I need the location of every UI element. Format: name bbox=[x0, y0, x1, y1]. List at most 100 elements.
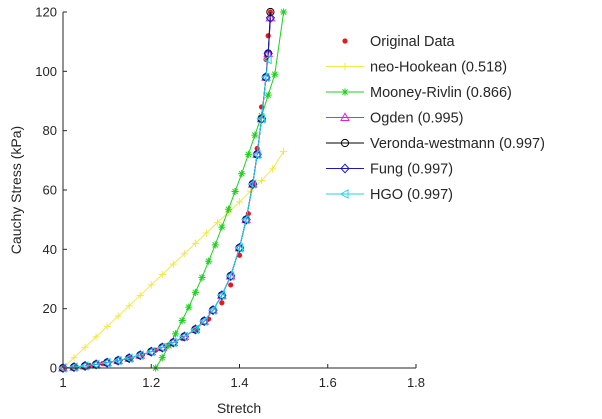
data-point-ogden bbox=[199, 315, 210, 325]
data-point-fung bbox=[265, 12, 276, 23]
data-point-mooney-rivlin bbox=[238, 170, 246, 178]
legend-label-neo-hookean: neo-Hookean (0.518) bbox=[370, 60, 507, 76]
data-point-mooney-rivlin bbox=[178, 316, 186, 325]
data-point-neo-hookean bbox=[147, 281, 155, 289]
legend-marker-hgo bbox=[339, 189, 349, 199]
legend-label-original-data: Original Data bbox=[370, 34, 456, 50]
series-line-hgo bbox=[62, 59, 269, 369]
data-point-neo-hookean bbox=[280, 147, 288, 156]
data-point-ogden bbox=[179, 331, 190, 341]
data-point-hgo bbox=[112, 355, 122, 366]
data-point-neo-hookean bbox=[191, 239, 199, 247]
x-axis-label: Stretch bbox=[217, 400, 261, 416]
data-point-mooney-rivlin bbox=[271, 70, 279, 78]
data-point-neo-hookean bbox=[125, 302, 133, 310]
data-point-neo-hookean bbox=[202, 229, 211, 237]
data-point-mooney-rivlin bbox=[231, 187, 239, 196]
data-point-hgo bbox=[247, 179, 257, 189]
data-point-mooney-rivlin bbox=[264, 91, 272, 99]
data-point-hgo bbox=[234, 243, 243, 253]
data-point-neo-hookean bbox=[169, 260, 177, 268]
y-tick-label: 40 bbox=[43, 242, 57, 257]
data-point-hgo bbox=[101, 357, 111, 368]
y-tick-label: 20 bbox=[43, 301, 57, 316]
data-point-ogden bbox=[234, 242, 245, 252]
data-point-hgo bbox=[260, 72, 270, 83]
y-tick-label: 60 bbox=[43, 183, 57, 198]
data-point-hgo bbox=[207, 305, 217, 315]
data-point-mooney-rivlin bbox=[171, 330, 180, 338]
data-point-neo-hookean bbox=[268, 165, 277, 173]
legend: Original Data neo-Hookean (0.518) Mooney-R… bbox=[317, 22, 599, 207]
legend-label-mooney-rivlin: Mooney-Rivlin (0.866) bbox=[370, 85, 512, 101]
data-point-neo-hookean bbox=[103, 322, 111, 331]
data-point-neo-hookean bbox=[235, 198, 244, 206]
legend-label-veronda-westmann: Veronda-westmann (0.997) bbox=[370, 136, 545, 152]
x-tick-label: 1.2 bbox=[142, 375, 160, 390]
data-point-ogden bbox=[217, 290, 227, 299]
data-point-original-data bbox=[228, 282, 234, 288]
legend-item-original-data: Original Data bbox=[342, 34, 456, 50]
data-point-hgo bbox=[134, 350, 144, 361]
y-tick-label: 120 bbox=[35, 5, 57, 20]
legend-label-ogden: Ogden (0.995) bbox=[370, 111, 464, 127]
y-tick-label: 100 bbox=[35, 64, 57, 79]
x-tick-label: 1 bbox=[59, 375, 66, 390]
data-point-mooney-rivlin bbox=[224, 205, 233, 213]
legend-item-veronda-westmann: Veronda-westmann (0.997) bbox=[326, 136, 545, 152]
data-point-neo-hookean bbox=[257, 176, 266, 185]
data-point-fung bbox=[263, 48, 273, 59]
axes: 1 1.2 1.4 1.6 1.8 0 20 40 60 80 100 120 bbox=[35, 5, 425, 391]
y-axis-label: Cauchy Stress (kPa) bbox=[8, 126, 24, 254]
data-point-hgo bbox=[190, 324, 199, 335]
legend-label-hgo: HGO (0.997) bbox=[370, 187, 453, 203]
y-tick-label: 80 bbox=[43, 123, 57, 138]
legend-item-fung: Fung (0.997) bbox=[326, 162, 453, 178]
data-point-hgo bbox=[225, 271, 235, 281]
data-point-ogden bbox=[208, 304, 218, 314]
y-tick-label: 0 bbox=[50, 361, 57, 376]
data-point-mooney-rivlin bbox=[185, 303, 193, 311]
legend-item-mooney-rivlin: Mooney-Rivlin (0.866) bbox=[326, 85, 512, 101]
data-point-mooney-rivlin bbox=[280, 8, 288, 16]
data-point-neo-hookean bbox=[81, 343, 89, 351]
legend-label-fung: Fung (0.997) bbox=[370, 162, 453, 178]
data-point-hgo bbox=[251, 149, 261, 160]
data-point-neo-hookean bbox=[180, 250, 188, 258]
data-point-mooney-rivlin bbox=[198, 273, 206, 282]
legend-marker-veronda-westmann bbox=[340, 138, 350, 148]
legend-item-ogden: Ogden (0.995) bbox=[326, 111, 464, 127]
data-point-neo-hookean bbox=[136, 291, 144, 299]
data-point-hgo bbox=[168, 337, 177, 348]
data-point-hgo bbox=[146, 346, 155, 357]
series-neo-hookean bbox=[59, 147, 288, 372]
legend-marker-mooney-rivlin bbox=[341, 88, 349, 96]
data-point-hgo bbox=[262, 54, 272, 65]
data-point-mooney-rivlin bbox=[244, 150, 252, 158]
x-tick-label: 1.4 bbox=[230, 375, 248, 390]
data-point-hgo bbox=[179, 331, 188, 342]
data-point-original-data bbox=[236, 252, 243, 258]
data-point-neo-hookean bbox=[158, 270, 166, 279]
legend-box bbox=[317, 22, 599, 207]
data-point-mooney-rivlin bbox=[211, 241, 219, 249]
data-point-mooney-rivlin bbox=[191, 288, 199, 296]
legend-marker-fung bbox=[340, 163, 350, 174]
data-point-neo-hookean bbox=[70, 354, 78, 362]
data-point-mooney-rivlin bbox=[158, 354, 166, 362]
legend-item-hgo: HGO (0.997) bbox=[326, 187, 453, 203]
data-point-ogden bbox=[225, 270, 236, 280]
data-point-hgo bbox=[240, 214, 250, 225]
data-point-hgo bbox=[198, 316, 208, 326]
data-point-hgo bbox=[123, 353, 133, 364]
series-line-mooney-rivlin bbox=[155, 11, 285, 369]
legend-item-neo-hookean: neo-Hookean (0.518) bbox=[326, 60, 507, 76]
series-hgo bbox=[57, 54, 272, 373]
data-point-neo-hookean bbox=[92, 333, 100, 341]
data-point-hgo bbox=[90, 359, 100, 370]
legend-marker-neo-hookean bbox=[341, 62, 349, 71]
data-point-original-data bbox=[219, 300, 225, 306]
data-point-hgo bbox=[157, 342, 166, 353]
data-point-mooney-rivlin bbox=[251, 131, 259, 139]
